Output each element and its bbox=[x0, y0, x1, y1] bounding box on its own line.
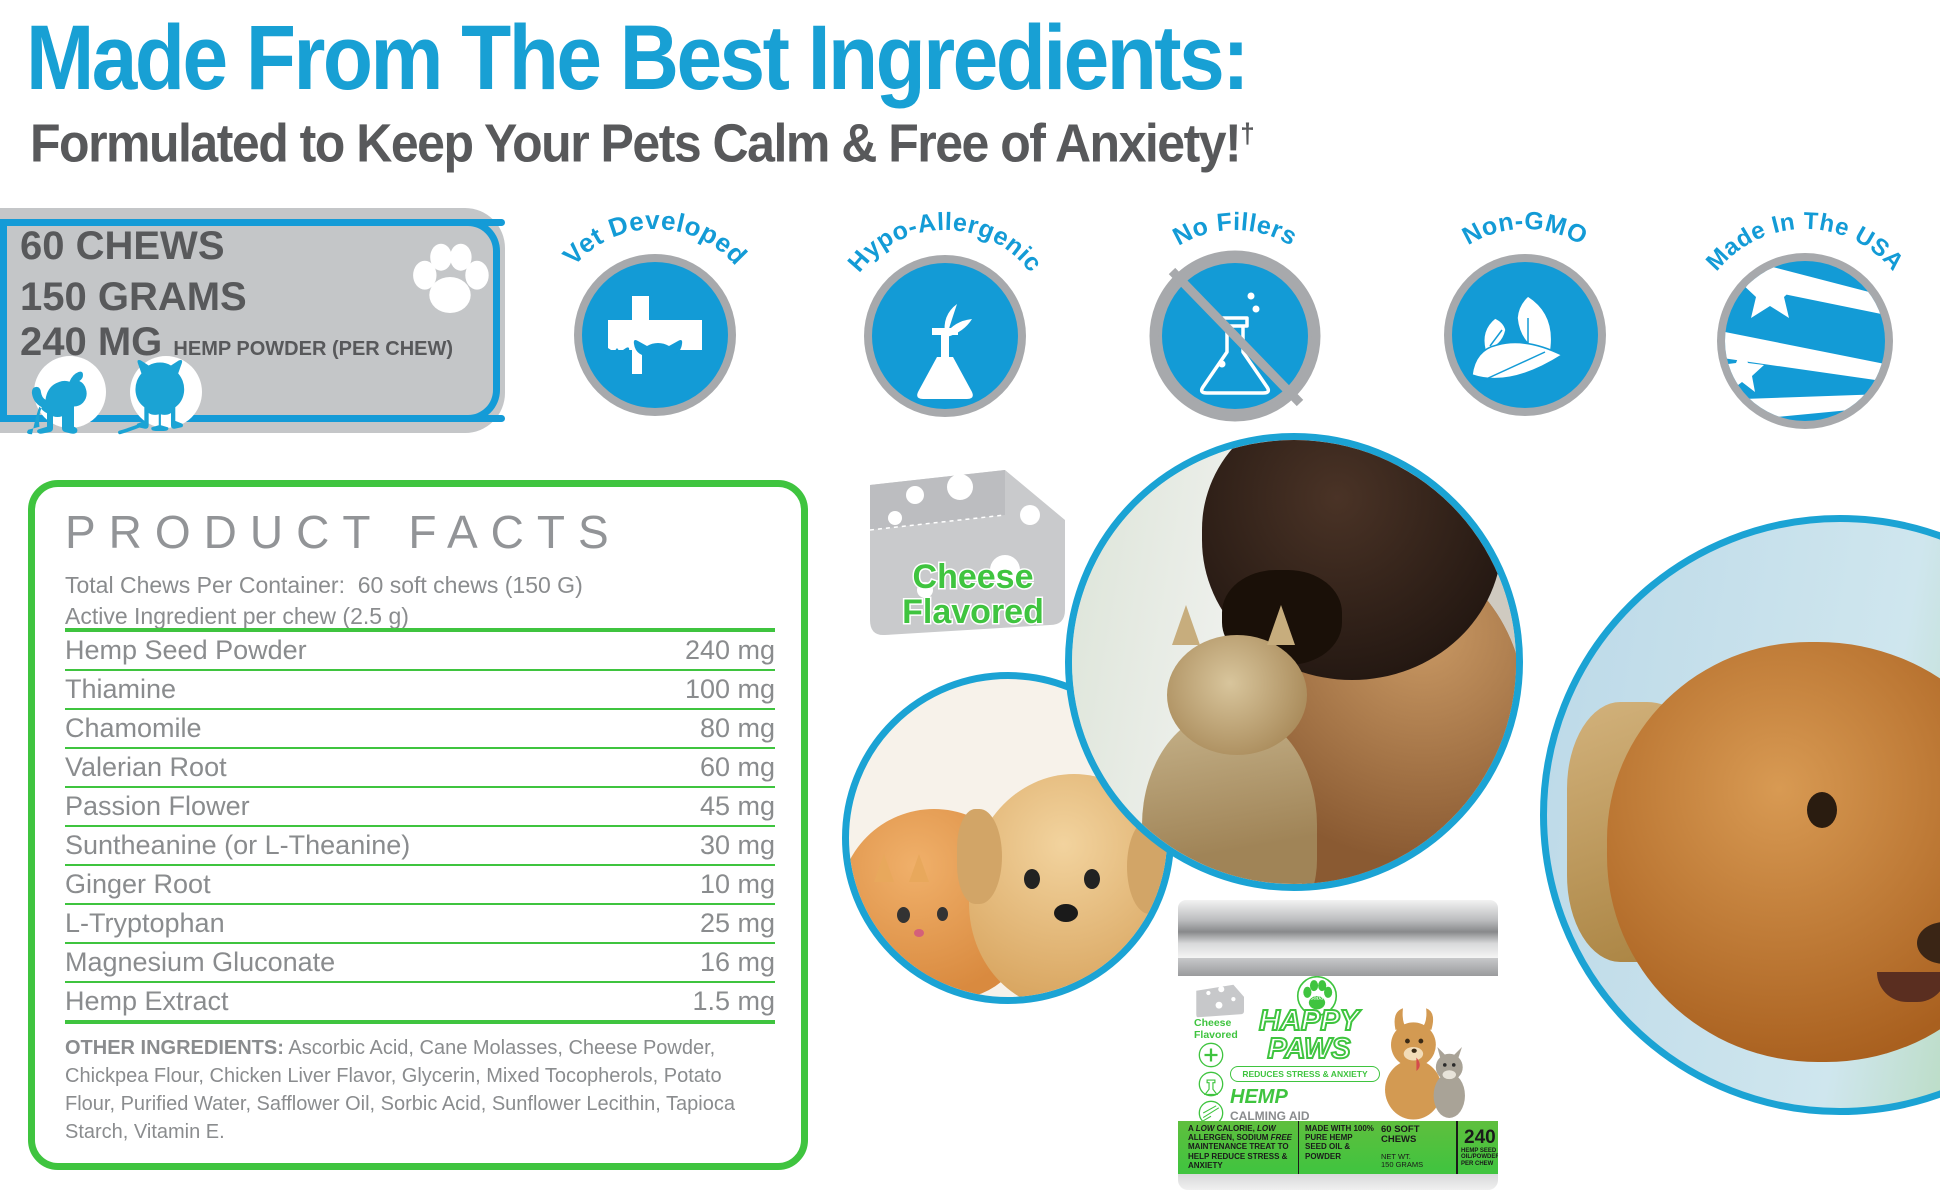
svg-text:Flavored: Flavored bbox=[902, 593, 1044, 631]
svg-text:Cheese: Cheese bbox=[913, 558, 1034, 596]
svg-text:No Fillers: No Fillers bbox=[1168, 208, 1302, 252]
svg-text:Non-GMO: Non-GMO bbox=[1458, 207, 1593, 251]
svg-text:saba: saba bbox=[1311, 996, 1325, 1002]
